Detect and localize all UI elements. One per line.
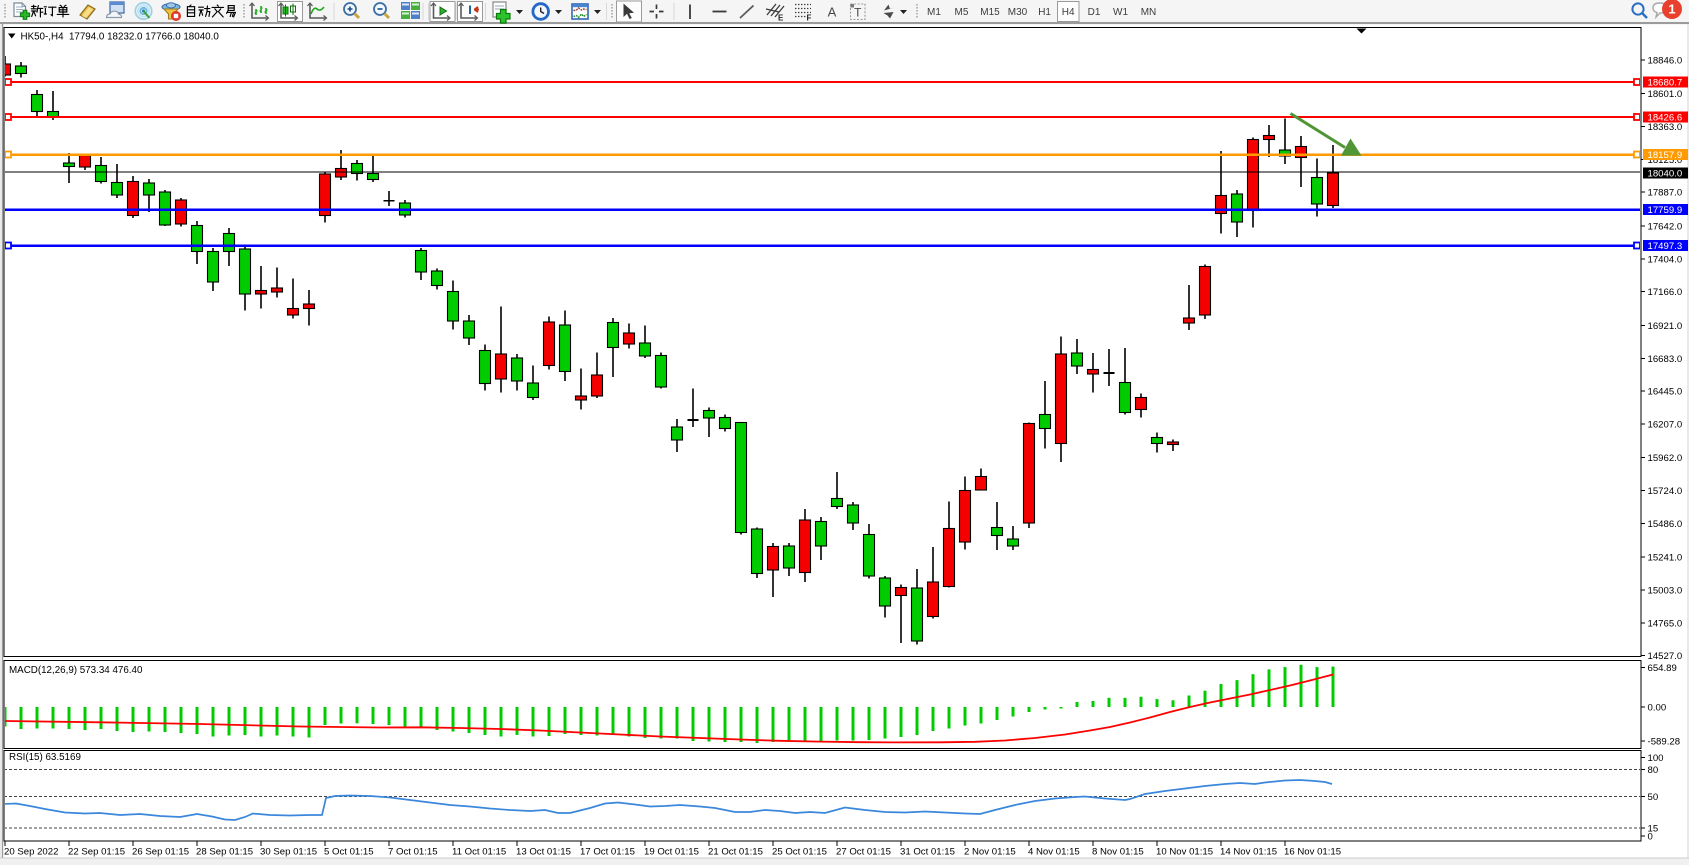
svg-text:RSI(15) 63.5169: RSI(15) 63.5169 xyxy=(9,752,81,763)
svg-text:15: 15 xyxy=(1648,824,1659,835)
svg-text:18040.0: 18040.0 xyxy=(1648,169,1683,180)
svg-text:15962.0: 15962.0 xyxy=(1648,453,1683,464)
svg-text:0.00: 0.00 xyxy=(1648,702,1667,713)
svg-text:18601.0: 18601.0 xyxy=(1648,89,1683,100)
svg-text:1: 1 xyxy=(1668,2,1675,17)
svg-text:18125.0: 18125.0 xyxy=(1648,155,1683,166)
svg-text:11 Oct 01:15: 11 Oct 01:15 xyxy=(452,847,506,858)
svg-text:30 Sep 01:15: 30 Sep 01:15 xyxy=(260,847,317,858)
svg-text:50: 50 xyxy=(1648,792,1659,803)
svg-text:5 Oct 01:15: 5 Oct 01:15 xyxy=(324,847,374,858)
svg-text:80: 80 xyxy=(1648,765,1659,776)
svg-text:14765.0: 14765.0 xyxy=(1648,618,1683,629)
svg-text:16683.0: 16683.0 xyxy=(1648,354,1683,365)
svg-text:21 Oct 01:15: 21 Oct 01:15 xyxy=(708,847,763,858)
svg-text:MN: MN xyxy=(1141,7,1157,18)
svg-text:A: A xyxy=(828,5,837,20)
svg-text:E: E xyxy=(778,14,784,23)
svg-text:17759.9: 17759.9 xyxy=(1648,205,1683,216)
svg-text:D1: D1 xyxy=(1088,7,1101,18)
svg-text:M30: M30 xyxy=(1008,7,1028,18)
svg-text:13 Oct 01:15: 13 Oct 01:15 xyxy=(516,847,571,858)
svg-text:M1: M1 xyxy=(927,7,941,18)
svg-text:28 Sep 01:15: 28 Sep 01:15 xyxy=(196,847,253,858)
svg-text:31 Oct 01:15: 31 Oct 01:15 xyxy=(900,847,955,858)
svg-text:H1: H1 xyxy=(1038,7,1051,18)
svg-text:10 Nov 01:15: 10 Nov 01:15 xyxy=(1156,847,1213,858)
svg-text:22 Sep 01:15: 22 Sep 01:15 xyxy=(68,847,125,858)
svg-text:17404.0: 17404.0 xyxy=(1648,254,1683,265)
svg-text:18846.0: 18846.0 xyxy=(1648,55,1683,66)
svg-text:17497.3: 17497.3 xyxy=(1648,241,1683,252)
svg-text:15724.0: 15724.0 xyxy=(1648,486,1683,497)
svg-text:25 Oct 01:15: 25 Oct 01:15 xyxy=(772,847,827,858)
svg-text:T: T xyxy=(854,6,862,20)
svg-text:4 Nov 01:15: 4 Nov 01:15 xyxy=(1028,847,1080,858)
svg-text:MACD(12,26,9) 573.34 476.40: MACD(12,26,9) 573.34 476.40 xyxy=(9,665,143,676)
svg-text:14 Nov 01:15: 14 Nov 01:15 xyxy=(1220,847,1277,858)
svg-text:W1: W1 xyxy=(1113,7,1128,18)
svg-text:16 Nov 01:15: 16 Nov 01:15 xyxy=(1284,847,1341,858)
svg-text:15003.0: 15003.0 xyxy=(1648,586,1683,597)
svg-text:16921.0: 16921.0 xyxy=(1648,321,1683,332)
svg-text:654.89: 654.89 xyxy=(1648,663,1677,674)
svg-text:17642.0: 17642.0 xyxy=(1648,221,1683,232)
svg-text:18680.7: 18680.7 xyxy=(1648,78,1683,89)
svg-text:F: F xyxy=(807,14,812,23)
svg-text:18426.6: 18426.6 xyxy=(1648,113,1683,124)
svg-text:15486.0: 15486.0 xyxy=(1648,519,1683,530)
svg-text:17166.0: 17166.0 xyxy=(1648,287,1683,298)
svg-text:100: 100 xyxy=(1648,753,1664,764)
svg-text:19 Oct 01:15: 19 Oct 01:15 xyxy=(644,847,699,858)
svg-text:M5: M5 xyxy=(955,7,969,18)
svg-text:H4: H4 xyxy=(1062,7,1075,18)
svg-text:0: 0 xyxy=(1648,832,1653,843)
svg-text:7 Oct 01:15: 7 Oct 01:15 xyxy=(388,847,438,858)
svg-text:26 Sep 01:15: 26 Sep 01:15 xyxy=(132,847,189,858)
svg-text:16445.0: 16445.0 xyxy=(1648,387,1683,398)
svg-text:18157.9: 18157.9 xyxy=(1648,150,1683,161)
svg-text:2 Nov 01:15: 2 Nov 01:15 xyxy=(964,847,1016,858)
svg-text:17887.0: 17887.0 xyxy=(1648,188,1683,199)
svg-text:14527.0: 14527.0 xyxy=(1648,651,1683,662)
svg-text:HK50-,H4 17794.0 18232.0 1776: HK50-,H4 17794.0 18232.0 17766.0 18040.0 xyxy=(21,31,220,42)
svg-text:-589.28: -589.28 xyxy=(1648,737,1681,748)
svg-text:M15: M15 xyxy=(980,7,1000,18)
svg-text:18363.0: 18363.0 xyxy=(1648,122,1683,133)
svg-text:20 Sep 2022: 20 Sep 2022 xyxy=(4,847,58,858)
svg-text:27 Oct 01:15: 27 Oct 01:15 xyxy=(836,847,891,858)
svg-text:17 Oct 01:15: 17 Oct 01:15 xyxy=(580,847,635,858)
svg-text:15241.0: 15241.0 xyxy=(1648,553,1683,564)
svg-text:16207.0: 16207.0 xyxy=(1648,419,1683,430)
svg-text:8 Nov 01:15: 8 Nov 01:15 xyxy=(1092,847,1144,858)
